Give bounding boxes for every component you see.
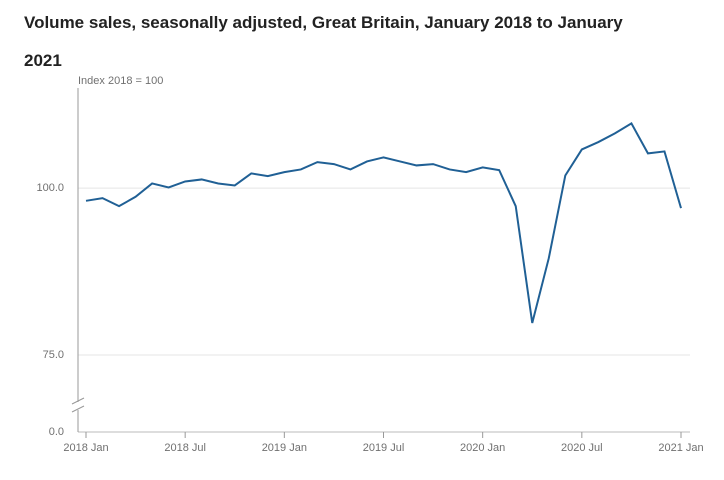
x-tick-label: 2019 Jul <box>363 442 405 454</box>
y-tick-label: 0.0 <box>49 426 64 438</box>
x-tick-label: 2019 Jan <box>262 442 307 454</box>
x-tick-label: 2020 Jul <box>561 442 603 454</box>
y-tick-label: 75.0 <box>43 349 64 361</box>
axis-break <box>71 397 85 405</box>
axis-break <box>71 405 85 413</box>
x-tick-label: 2020 Jan <box>460 442 505 454</box>
x-tick-label: 2018 Jul <box>164 442 206 454</box>
line <box>85 121 682 324</box>
y-tick-label: 100.0 <box>36 182 64 194</box>
chart-title: Volume sales, seasonally adjusted, Great… <box>24 13 623 70</box>
x-tick-label: 2018 Jan <box>63 442 108 454</box>
y-axis-label: Index 2018 = 100 <box>78 75 163 87</box>
x-tick-label: 2021 Jan <box>658 442 703 454</box>
axis-break-gap <box>72 402 84 410</box>
